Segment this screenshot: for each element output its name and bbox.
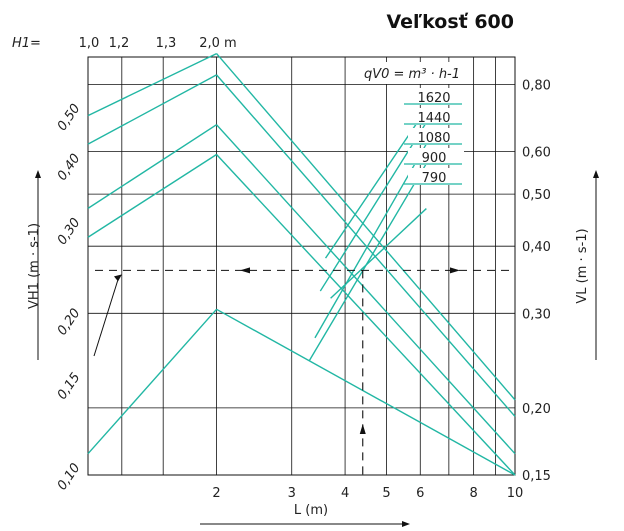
left-tick-label: 0,40 bbox=[55, 151, 84, 183]
series-vl-line bbox=[314, 143, 427, 339]
series-vl-line bbox=[308, 163, 427, 361]
legend-label-bg bbox=[408, 168, 464, 185]
right-axis-title: VL (m · s-1) bbox=[575, 228, 590, 303]
series-fall-line bbox=[216, 154, 516, 476]
h1-tick-label: 1,3 bbox=[156, 36, 177, 51]
legend-label: 900 bbox=[422, 151, 447, 166]
h1-axis-label: H1= bbox=[12, 36, 41, 51]
right-axis: 0,15 0,20 0,30 0,40 0,50 0,60 0,80 bbox=[522, 78, 599, 484]
legend-label: 1620 bbox=[417, 91, 450, 106]
left-tick-label: 0,30 bbox=[55, 215, 84, 247]
example-arrowhead-diagonal bbox=[114, 274, 122, 282]
x-tick-label: 10 bbox=[507, 486, 524, 501]
series-vl-line bbox=[330, 208, 427, 299]
left-tick-label: 0,50 bbox=[55, 101, 84, 133]
right-tick-label: 0,15 bbox=[522, 469, 551, 484]
series-lines bbox=[87, 52, 516, 476]
grid bbox=[87, 56, 516, 476]
legend-label-bg bbox=[408, 108, 464, 125]
series-fall-line bbox=[216, 74, 516, 417]
right-axis-arrowhead bbox=[593, 170, 599, 178]
x-tick-label: 6 bbox=[416, 486, 424, 501]
example-arrowhead-right bbox=[450, 267, 460, 274]
right-tick-label: 0,50 bbox=[522, 188, 551, 203]
example-arrowhead-up bbox=[359, 424, 366, 434]
x-tick-label: 8 bbox=[469, 486, 477, 501]
example-diagonal-arrow bbox=[93, 276, 120, 357]
legend-title: qV0 = m³ · h-1 bbox=[364, 67, 460, 82]
example-path bbox=[93, 267, 515, 475]
right-tick-label: 0,20 bbox=[522, 402, 551, 417]
x-axis-arrowhead bbox=[402, 521, 410, 527]
x-tick-label: 4 bbox=[341, 486, 349, 501]
legend-label: 1080 bbox=[417, 131, 450, 146]
series-fall-line bbox=[216, 308, 516, 476]
x-tick-label: 3 bbox=[288, 486, 296, 501]
x-axis: 2 3 4 5 6 8 10 bbox=[200, 486, 523, 527]
left-axis-title: VH1 (m · s-1) bbox=[27, 223, 42, 309]
h1-tick-label: 1,0 bbox=[79, 36, 100, 51]
right-tick-label: 0,60 bbox=[522, 146, 551, 161]
series-rise-line bbox=[87, 308, 218, 455]
series-fall-line bbox=[216, 124, 516, 455]
legend-label: 1440 bbox=[417, 111, 450, 126]
legend-title-bg bbox=[360, 62, 468, 84]
right-axis-label: VL (m · s-1) bbox=[575, 228, 590, 303]
series-rise-line bbox=[87, 74, 217, 145]
left-axis-arrowhead bbox=[35, 170, 41, 178]
series-vl-line bbox=[319, 122, 427, 292]
x-tick-label: 2 bbox=[212, 486, 220, 501]
h1-axis: H1= 1,0 1,2 1,3 2,0 m bbox=[12, 36, 237, 51]
example-arrowhead-left bbox=[240, 267, 250, 274]
h1-tick-label: 1,2 bbox=[109, 36, 130, 51]
left-tick-label: 0,20 bbox=[55, 306, 84, 338]
legend-label-bg bbox=[408, 88, 464, 105]
series-fall-line bbox=[216, 53, 516, 401]
legend-label-bg bbox=[408, 128, 464, 145]
right-tick-label: 0,30 bbox=[522, 307, 551, 322]
left-tick-label: 0,15 bbox=[55, 370, 84, 402]
x-axis-label: L (m) bbox=[294, 503, 328, 518]
legend-label-bg bbox=[408, 148, 464, 165]
left-tick-label: 0,10 bbox=[55, 461, 84, 493]
left-axis-label: VH1 (m · s-1) bbox=[27, 223, 42, 309]
h1-tick-label: 2,0 m bbox=[199, 36, 236, 51]
right-tick-label: 0,40 bbox=[522, 240, 551, 255]
legend-label: 790 bbox=[422, 171, 447, 186]
series-rise-line bbox=[87, 124, 217, 209]
right-tick-label: 0,80 bbox=[522, 78, 551, 93]
legend: qV0 = m³ · h-1 1620 1440 1080 900 790 bbox=[360, 62, 468, 186]
x-tick-label: 5 bbox=[382, 486, 390, 501]
series-rise-line bbox=[87, 153, 217, 238]
chart-title: Veľkosť 600 bbox=[386, 11, 514, 33]
series-rise-line bbox=[87, 52, 217, 117]
left-axis: 0,10 0,15 0,20 0,30 0,40 0,50 bbox=[35, 101, 84, 493]
